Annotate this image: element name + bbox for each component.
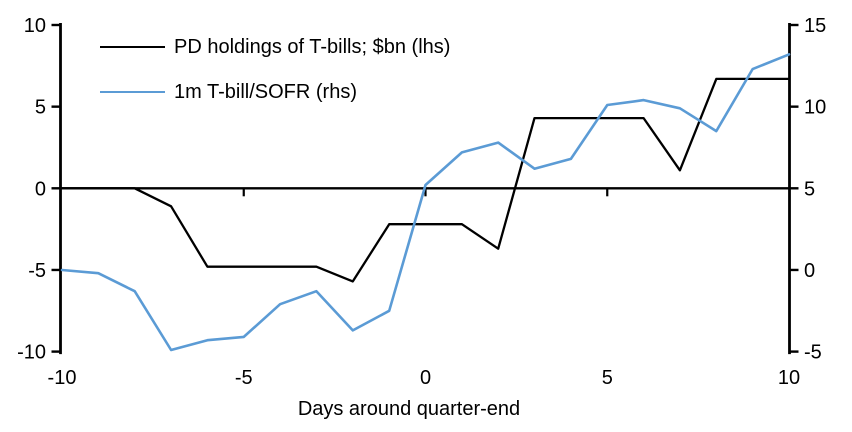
y-axis-left-tick-label: 0: [35, 178, 46, 200]
x-axis-tick-label: 0: [420, 367, 431, 389]
x-axis-title: Days around quarter-end: [297, 398, 521, 420]
y-axis-left-tick-label: -10: [17, 342, 46, 364]
legend-label-pd-holdings: PD holdings of T-bills; $bn (lhs): [174, 36, 451, 58]
y-axis-right-tick-label: 15: [804, 15, 826, 37]
legend-line-sample-blue: [100, 90, 165, 94]
y-axis-left-tick-label: 5: [35, 97, 46, 119]
legend-line-sample-black: [100, 45, 165, 49]
y-axis-left-tick-label: 10: [24, 15, 46, 37]
x-axis-tick-label: -5: [235, 367, 253, 389]
y-axis-right-tick-label: 5: [804, 178, 815, 200]
legend-label-sofr: 1m T-bill/SOFR (rhs): [174, 81, 357, 103]
y-axis-right-tick-label: -5: [804, 342, 822, 364]
y-axis-left-tick-label: -5: [28, 260, 46, 282]
legend-item-pd-holdings: PD holdings of T-bills; $bn (lhs): [100, 35, 450, 59]
x-axis-tick-label: 5: [602, 367, 613, 389]
x-axis-tick-label: -10: [48, 367, 77, 389]
legend-item-sofr: 1m T-bill/SOFR (rhs): [100, 80, 357, 104]
series-line-sofr: [60, 53, 791, 352]
y-axis-right-tick-label: 10: [804, 97, 826, 119]
y-axis-right-tick-label: 0: [804, 260, 815, 282]
series-line-pd-holdings: [60, 77, 791, 283]
x-axis-tick-label: 10: [778, 367, 800, 389]
